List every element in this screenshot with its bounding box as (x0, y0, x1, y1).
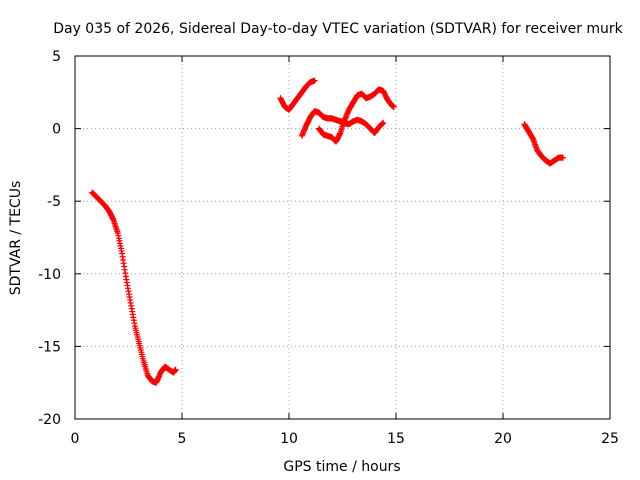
x-tick-label: 0 (71, 431, 80, 447)
x-tick-label: 20 (494, 431, 512, 447)
y-tick-label: -5 (47, 194, 61, 210)
marks-layer (89, 77, 566, 386)
series-segment-4 (315, 86, 397, 145)
y-tick-label: -20 (38, 412, 61, 428)
x-axis-label: GPS time / hours (283, 459, 400, 475)
data-point (380, 119, 387, 126)
series-segment-1 (89, 189, 179, 386)
series-segment-5 (521, 121, 566, 167)
data-point (559, 154, 566, 161)
plot-frame (74, 55, 611, 420)
series-segment-3 (298, 108, 387, 139)
tick-layer (74, 55, 611, 420)
x-tick-label: 15 (387, 431, 405, 447)
x-tick-label: 25 (601, 431, 619, 447)
series-segment-2 (277, 77, 318, 113)
y-axis-label: SDTVAR / TECUs (8, 181, 24, 296)
x-tick-label: 10 (280, 431, 298, 447)
data-point (311, 77, 318, 84)
data-point (390, 103, 397, 110)
chart-title: Day 035 of 2026, Sidereal Day-to-day VTE… (53, 21, 623, 37)
y-tick-label: 0 (52, 122, 61, 138)
data-point (172, 366, 179, 373)
grid-layer (75, 56, 610, 419)
y-tick-label: 5 (52, 49, 61, 65)
y-tick-label: -15 (38, 339, 61, 355)
x-tick-labels: 0 5 10 15 20 25 (71, 431, 619, 447)
y-tick-label: -10 (38, 267, 61, 283)
y-tick-labels: 5 0 -5 -10 -15 -20 (38, 49, 61, 428)
x-tick-label: 5 (178, 431, 187, 447)
